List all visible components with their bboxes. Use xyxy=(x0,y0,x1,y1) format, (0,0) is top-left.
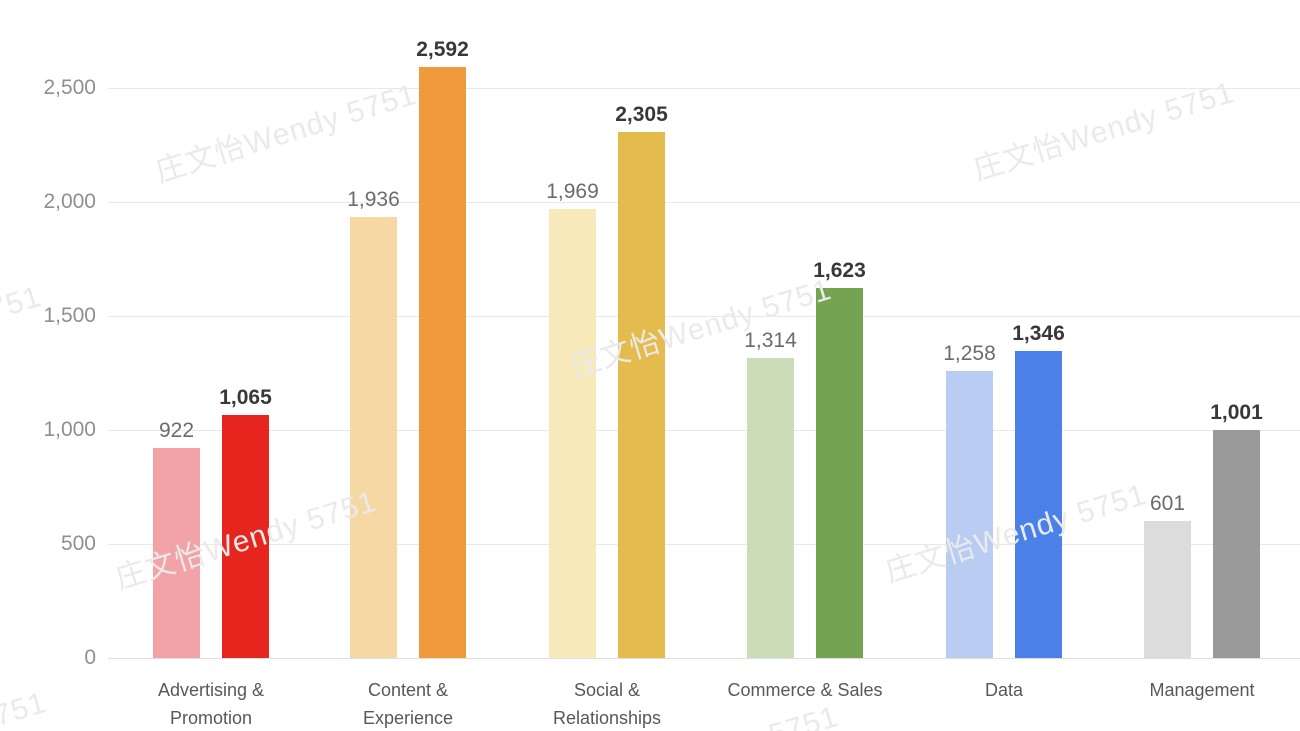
category-label: Commerce & Sales xyxy=(727,680,883,700)
category-label: Content & Experience xyxy=(362,680,454,728)
bar-dark-1 xyxy=(222,415,269,658)
bar-value-label: 1,623 xyxy=(813,259,866,282)
watermark-text: 庄文怡Wendy 5751 xyxy=(969,75,1239,187)
y-tick-label: 0 xyxy=(84,646,96,669)
y-tick-label: 2,000 xyxy=(43,190,96,213)
y-gridline xyxy=(108,202,1300,203)
bar-light-6 xyxy=(1144,521,1191,658)
bar-value-label: 1,936 xyxy=(347,188,400,211)
bar-dark-2 xyxy=(419,67,466,658)
y-gridline xyxy=(108,544,1300,545)
bar-light-3 xyxy=(549,209,596,658)
bar-value-label: 1,969 xyxy=(546,180,599,203)
bar-dark-3 xyxy=(618,132,665,658)
y-gridline xyxy=(108,430,1300,431)
y-tick-label: 1,000 xyxy=(43,418,96,441)
bar-light-2 xyxy=(350,217,397,658)
bar-dark-5 xyxy=(1015,351,1062,658)
bar-value-label: 1,258 xyxy=(943,342,996,365)
y-tick-label: 1,500 xyxy=(43,304,96,327)
bar-value-label: 922 xyxy=(158,419,195,442)
bar-value-label: 2,592 xyxy=(416,38,469,61)
bar-light-4 xyxy=(747,358,794,658)
bar-light-5 xyxy=(946,371,993,658)
bar-value-label: 2,305 xyxy=(615,103,668,126)
bar-value-label: 1,065 xyxy=(219,386,272,409)
bar-value-label: 601 xyxy=(1149,492,1186,515)
bar-dark-4 xyxy=(816,288,863,658)
category-label: Management xyxy=(1149,680,1255,700)
category-label: Advertising & Promotion xyxy=(157,680,265,728)
y-tick-label: 500 xyxy=(60,532,96,555)
bar-value-label: 1,001 xyxy=(1210,401,1263,424)
y-gridline xyxy=(108,316,1300,317)
category-label: Social & Relationships xyxy=(552,680,662,728)
bar-dark-6 xyxy=(1213,430,1260,658)
bar-value-label: 1,346 xyxy=(1012,322,1065,345)
bar-value-label: 1,314 xyxy=(744,329,797,352)
watermark-text: 庄文怡Wendy 5751 xyxy=(0,279,46,391)
y-gridline xyxy=(108,658,1300,659)
y-gridline xyxy=(108,88,1300,89)
y-tick-label: 2,500 xyxy=(43,76,96,99)
watermark-text: 庄文怡Wendy 5751 xyxy=(566,272,836,384)
bar-light-1 xyxy=(153,448,200,658)
category-label: Data xyxy=(984,680,1024,700)
watermark-text: 庄文怡Wendy 5751 xyxy=(0,677,51,731)
